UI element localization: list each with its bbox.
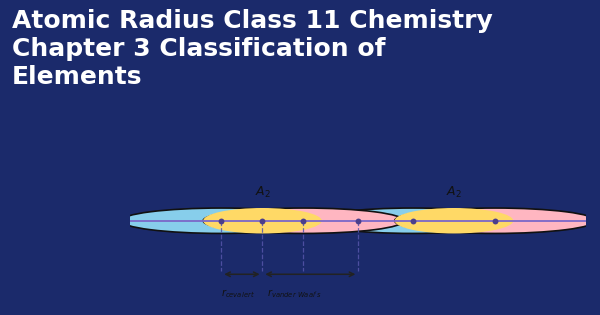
Point: [408, 218, 418, 223]
Point: [353, 218, 363, 223]
Text: $A_2$: $A_2$: [446, 185, 462, 200]
Point: [490, 218, 500, 223]
Text: $r_{vander\ Waal's}$: $r_{vander\ Waal's}$: [267, 287, 322, 300]
Ellipse shape: [395, 208, 513, 233]
Point: [299, 218, 308, 223]
Ellipse shape: [121, 208, 322, 233]
Text: Atomic Radius Class 11 Chemistry
Chapter 3 Classification of
Elements: Atomic Radius Class 11 Chemistry Chapter…: [12, 9, 493, 89]
Ellipse shape: [203, 208, 404, 233]
Ellipse shape: [395, 208, 595, 233]
Point: [257, 218, 267, 223]
Point: [217, 218, 226, 223]
Text: $r_{cevalert}$: $r_{cevalert}$: [221, 287, 256, 300]
Text: $A_2$: $A_2$: [254, 185, 271, 200]
Ellipse shape: [313, 208, 513, 233]
Ellipse shape: [203, 208, 322, 233]
